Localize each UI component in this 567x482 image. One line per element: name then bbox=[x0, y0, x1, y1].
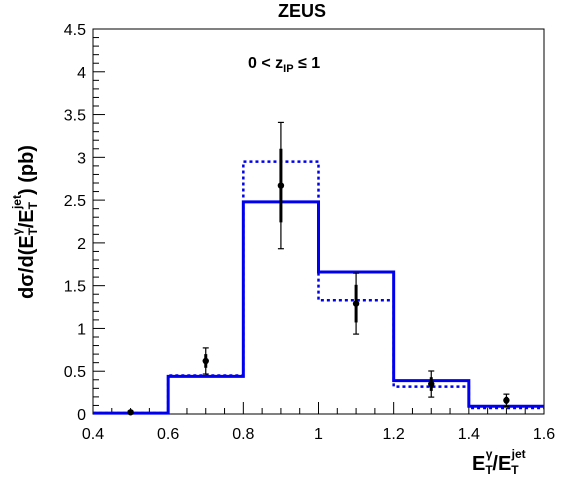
data-points bbox=[127, 121, 510, 416]
x-axis-label: ETγ/ETjet bbox=[472, 447, 526, 477]
x-tick-label: 0.4 bbox=[82, 426, 104, 443]
y-tick-labels: 0 0.5 1 1.5 2 2.5 3 3.5 4 4.5 bbox=[64, 22, 86, 424]
xlabel-sup1: γ bbox=[486, 447, 493, 461]
data-point bbox=[503, 397, 510, 404]
annotation-post: ≤ 1 bbox=[294, 55, 321, 72]
y-tick-label: 1.5 bbox=[64, 279, 86, 296]
range-annotation: 0 < zIP ≤ 1 bbox=[248, 55, 320, 75]
ylabel-slash: /E bbox=[16, 209, 38, 228]
y-tick-label: 0 bbox=[77, 407, 86, 424]
data-point bbox=[352, 300, 360, 307]
xlabel-sup2: jet bbox=[511, 447, 526, 461]
axis-ticks bbox=[92, 28, 545, 415]
ylabel-pre: dσ/d(E bbox=[16, 235, 38, 299]
histogram-dotted bbox=[93, 160, 544, 415]
x-tick-label: 1 bbox=[314, 426, 323, 443]
data-point bbox=[202, 357, 209, 365]
xlabel-sub1: T bbox=[485, 463, 493, 477]
y-tick-label: 4 bbox=[77, 65, 86, 82]
ylabel-sup2: jet bbox=[10, 195, 24, 210]
y-tick-label: 3 bbox=[77, 150, 86, 167]
y-tick-label: 0.5 bbox=[64, 364, 86, 381]
annotation-pre: 0 < z bbox=[248, 55, 283, 72]
x-tick-label: 1.2 bbox=[383, 426, 405, 443]
xlabel-slash: / bbox=[492, 453, 498, 475]
annotation-sub: IP bbox=[283, 63, 293, 75]
y-tick-label: 3.5 bbox=[64, 108, 86, 125]
histograms bbox=[93, 160, 544, 415]
data-point bbox=[428, 380, 435, 388]
xlabel-base: E bbox=[472, 453, 485, 475]
data-point bbox=[127, 409, 134, 416]
x-tick-label: 0.8 bbox=[232, 426, 254, 443]
y-tick-label: 1 bbox=[77, 321, 86, 338]
ylabel-sub1: T bbox=[26, 227, 40, 235]
ylabel-sup1: γ bbox=[10, 228, 24, 235]
xlabel-sub2: T bbox=[511, 463, 519, 477]
x-tick-label: 1.6 bbox=[533, 426, 555, 443]
x-tick-label: 1.4 bbox=[458, 426, 480, 443]
ylabel-post: ) (pb) bbox=[16, 145, 38, 195]
x-tick-label: 0.6 bbox=[157, 426, 179, 443]
xlabel-base2: E bbox=[498, 453, 511, 475]
y-axis-label: dσ/d(ETγ/ETjet) (pb) bbox=[10, 145, 40, 299]
y-tick-label: 4.5 bbox=[64, 22, 86, 39]
ylabel-sub2: T bbox=[26, 201, 40, 209]
chart-title: ZEUS bbox=[278, 1, 326, 21]
data-point bbox=[277, 182, 285, 189]
y-tick-label: 2 bbox=[77, 236, 86, 253]
y-tick-label: 2.5 bbox=[64, 193, 86, 210]
x-tick-labels: 0.4 0.6 0.8 1 1.2 1.4 1.6 bbox=[82, 426, 555, 443]
